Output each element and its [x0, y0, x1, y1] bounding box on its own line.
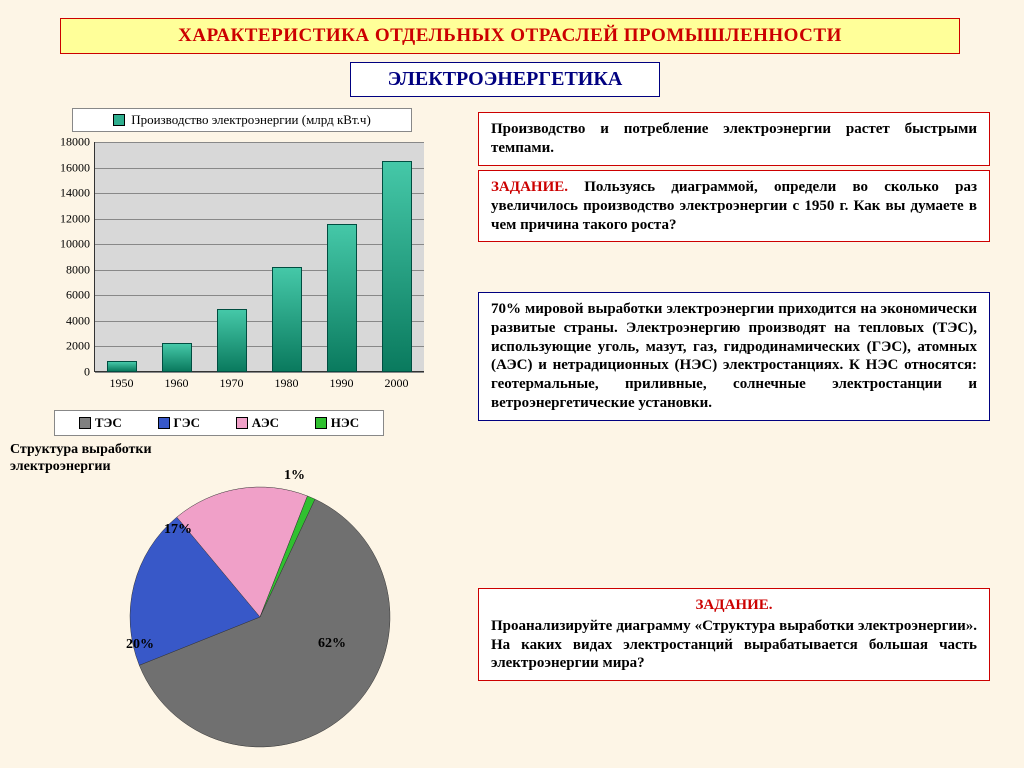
bar-2000: [382, 161, 412, 372]
task2-label: ЗАДАНИЕ.: [491, 596, 977, 615]
bar-chart: Производство электроэнергии (млрд кВт.ч)…: [42, 108, 442, 408]
bar-legend-label: Производство электроэнергии (млрд кВт.ч): [131, 112, 371, 128]
bar-x-tick: 1980: [262, 376, 312, 391]
pie-legend-swatch: [158, 417, 170, 429]
pie-legend-swatch: [236, 417, 248, 429]
pie-legend-item: ТЭС: [79, 415, 122, 431]
bar-y-tick: 14000: [42, 186, 90, 201]
task2-textbox: ЗАДАНИЕ. Проанализируйте диаграмму «Стру…: [478, 588, 990, 681]
bar-y-tick: 10000: [42, 237, 90, 252]
bar-1970: [217, 309, 247, 372]
bar-y-tick: 2000: [42, 339, 90, 354]
pie-legend: ТЭС ГЭС АЭС НЭС: [54, 410, 384, 436]
bar-1990: [327, 224, 357, 372]
pie-legend-label: ГЭС: [174, 415, 200, 431]
bar-x-tick: 1990: [317, 376, 367, 391]
bar-y-tick: 16000: [42, 160, 90, 175]
bar-x-tick: 1950: [97, 376, 147, 391]
bar-chart-legend: Производство электроэнергии (млрд кВт.ч): [72, 108, 412, 132]
bar-y-tick: 6000: [42, 288, 90, 303]
pie-legend-swatch: [79, 417, 91, 429]
bar-x-tick: 2000: [372, 376, 422, 391]
intro-text: Производство и потребление электроэнерги…: [491, 121, 977, 156]
body-textbox: 70% мировой выработки электроэнергии при…: [478, 292, 990, 421]
pie-slice-label: 62%: [318, 636, 346, 652]
bar-y-tick: 8000: [42, 262, 90, 277]
bar-x-tick: 1960: [152, 376, 202, 391]
task1-textbox: ЗАДАНИЕ. Пользуясь диаграммой, определи …: [478, 170, 990, 242]
pie-chart: 62% 20% 17% 1%: [110, 462, 410, 762]
bar-y-tick: 18000: [42, 135, 90, 150]
pie-legend-swatch: [315, 417, 327, 429]
task1-label: ЗАДАНИЕ.: [491, 179, 568, 195]
bar-1950: [107, 361, 137, 373]
pie-legend-item: НЭС: [315, 415, 359, 431]
bar-y-tick: 12000: [42, 211, 90, 226]
pie-slice-label: 17%: [164, 522, 192, 538]
page-subtitle: ЭЛЕКТРОЭНЕРГЕТИКА: [350, 62, 660, 97]
pie-legend-label: ТЭС: [95, 415, 122, 431]
intro-textbox: Производство и потребление электроэнерги…: [478, 112, 990, 166]
pie-legend-item: АЭС: [236, 415, 279, 431]
pie-slice-label: 1%: [284, 468, 305, 484]
bar-1960: [162, 343, 192, 372]
task2-body: Проанализируйте диаграмму «Структура выр…: [491, 618, 977, 672]
bar-y-tick: 4000: [42, 313, 90, 328]
bar-legend-swatch: [113, 114, 125, 126]
bar-1980: [272, 267, 302, 372]
pie-legend-label: НЭС: [331, 415, 359, 431]
bar-y-tick: 0: [42, 365, 90, 380]
pie-legend-label: АЭС: [252, 415, 279, 431]
body3-text: 70% мировой выработки электроэнергии при…: [491, 301, 977, 411]
bar-plot-area: 0 2000 4000 6000 8000 10000 12000 14000 16000 180…: [42, 138, 442, 408]
page-main-title: ХАРАКТЕРИСТИКА ОТДЕЛЬНЫХ ОТРАСЛЕЙ ПРОМЫШ…: [60, 18, 960, 54]
bar-x-tick: 1970: [207, 376, 257, 391]
pie-slice-label: 20%: [126, 637, 154, 653]
pie-legend-item: ГЭС: [158, 415, 200, 431]
